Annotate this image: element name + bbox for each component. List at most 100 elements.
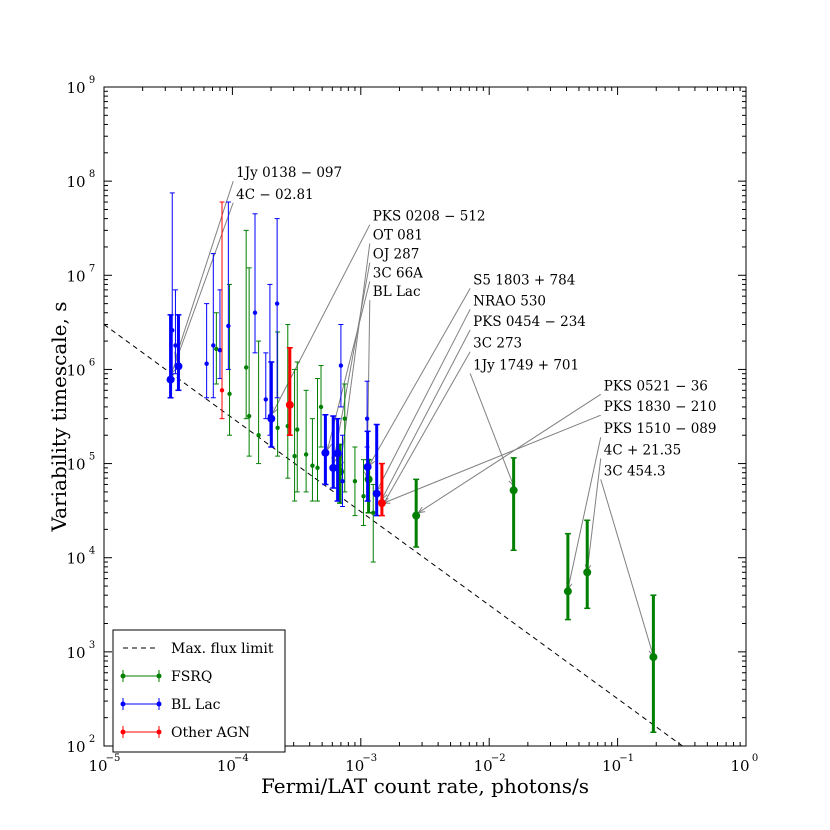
annotation-arrow: [600, 479, 654, 657]
max-flux-limit-line: [103, 324, 683, 747]
x-tick-label: 10: [345, 757, 364, 775]
fsrq-point: [243, 365, 249, 370]
fsrq-point-highlighted: [583, 568, 592, 577]
bl-lac-point: [364, 416, 370, 421]
annotation-label: PKS 0208 − 512: [373, 209, 486, 225]
bl-lac-point-highlighted: [333, 449, 342, 458]
annotation-label: S5 1803 + 784: [473, 272, 575, 288]
annotation-labels: 1Jy 0138 − 097 4C − 02.81 PKS 0208 − 512 OT…: [236, 165, 716, 479]
y-tick-exponent: 3: [89, 640, 95, 651]
fsrq-point: [275, 425, 280, 430]
annotation-label: 4C + 21.35: [604, 442, 681, 458]
data-points: [166, 192, 658, 733]
annotation-arrow: [174, 181, 234, 359]
annotation-arrow: [417, 393, 602, 514]
fsrq-point-highlighted: [649, 653, 658, 662]
bl-lac-point-highlighted: [372, 489, 381, 498]
x-tick-label: 10: [474, 757, 493, 775]
bl-lac-point-highlighted: [166, 375, 175, 384]
annotation-arrow: [332, 262, 371, 464]
legend-swatch-point: [120, 729, 126, 735]
plot-frame: [103, 86, 747, 747]
bl-lac-point: [211, 343, 216, 348]
bl-lac-point: [252, 310, 258, 315]
annotation-label: PKS 1830 − 210: [604, 399, 717, 415]
bl-lac-point-highlighted: [267, 414, 276, 423]
annotation-label: 1Jy 1749 + 701: [473, 357, 579, 373]
legend-label-bl-lac: BL Lac: [171, 697, 221, 713]
y-tick-exponent: 6: [89, 357, 95, 368]
bl-lac-point: [173, 343, 178, 348]
annotation-label: 3C 454.3: [604, 463, 666, 479]
annotation-arrow: [376, 309, 471, 491]
annotation-label: OT 081: [373, 227, 423, 243]
x-tick-label: 10: [217, 757, 236, 775]
bl-lac-point: [226, 323, 231, 329]
fsrq-point: [303, 452, 309, 457]
fsrq-point: [295, 427, 300, 432]
y-tick-exponent: 7: [89, 263, 95, 274]
legend-swatch-point: [156, 673, 162, 679]
annotation-label: 1Jy 0138 − 097: [236, 165, 342, 181]
legend-label-other-agn: Other AGN: [171, 725, 250, 741]
y-tick-label: 10: [66, 644, 85, 662]
annotation-label: OJ 287: [373, 247, 420, 263]
annotation-label: 3C 66A: [373, 265, 423, 281]
fsrq-point: [256, 433, 261, 438]
y-tick-exponent: 9: [89, 75, 95, 86]
y-tick-exponent: 8: [89, 169, 95, 180]
bl-lac-point: [263, 397, 268, 402]
fsrq-point-highlighted: [509, 486, 518, 495]
bl-lac-point: [340, 478, 345, 484]
x-axis-label: Fermi/LAT count rate, photons/s: [261, 774, 589, 798]
y-tick-label: 10: [66, 738, 85, 756]
fsrq-point: [342, 416, 347, 421]
bl-lac-point: [338, 363, 344, 368]
fsrq-point: [315, 465, 320, 471]
annotation-arrow: [170, 202, 234, 374]
fsrq-point: [292, 453, 297, 459]
fsrq-point: [227, 391, 232, 397]
legend-swatch-point: [120, 673, 126, 679]
x-tick-exponent: −3: [362, 753, 377, 764]
axis-ticks: [103, 86, 747, 747]
fsrq-point-highlighted: [563, 587, 572, 596]
x-tick-exponent: −5: [106, 753, 121, 764]
x-tick-label: 10: [88, 757, 107, 775]
annotation-label: 4C − 02.81: [236, 187, 313, 203]
other-agn-point: [219, 388, 225, 393]
fsrq-point-highlighted: [412, 511, 421, 520]
legend-swatch-point: [156, 729, 162, 735]
tick-labels: 10−5 10−4 10−3 10−2 10−1 10 010 210 310 410 510 610…: [66, 75, 758, 775]
bl-lac-point-highlighted: [174, 362, 183, 371]
annotation-label: NRAO 530: [473, 293, 546, 309]
annotation-arrow: [383, 414, 601, 504]
y-tick-exponent: 2: [89, 734, 95, 745]
annotation-arrow: [368, 288, 471, 466]
bl-lac-point-highlighted: [321, 448, 330, 457]
legend-swatch-point: [156, 701, 162, 707]
annotation-label: PKS 0521 − 36: [604, 378, 708, 394]
bl-lac-point-highlighted: [329, 463, 338, 472]
x-tick-exponent: −1: [619, 753, 634, 764]
fsrq-point: [318, 404, 324, 410]
annotation-label: PKS 0454 − 234: [473, 314, 586, 330]
flux-limit-line-group: [103, 324, 683, 747]
annotation-arrow: [567, 437, 602, 590]
annotation-arrow: [469, 373, 515, 487]
y-tick-label: 10: [66, 550, 85, 568]
annotation-label: BL Lac: [373, 284, 421, 300]
legend-label-max-flux-limit: Max. flux limit: [171, 641, 274, 657]
bl-lac-point: [274, 301, 280, 306]
annotation-arrow: [382, 351, 471, 506]
legend: Max. flux limit FSRQ BL Lac Other AGN: [112, 629, 286, 753]
y-tick-label: 10: [66, 456, 85, 474]
annotation-label: PKS 1510 − 089: [604, 421, 717, 437]
x-tick-label: 10: [602, 757, 621, 775]
y-tick-exponent: 5: [89, 452, 95, 463]
y-axis-label: Variability timescale, s: [47, 302, 71, 533]
x-tick-exponent: −4: [234, 753, 249, 764]
fsrq-point: [352, 478, 358, 484]
y-tick-exponent: 4: [89, 546, 95, 557]
